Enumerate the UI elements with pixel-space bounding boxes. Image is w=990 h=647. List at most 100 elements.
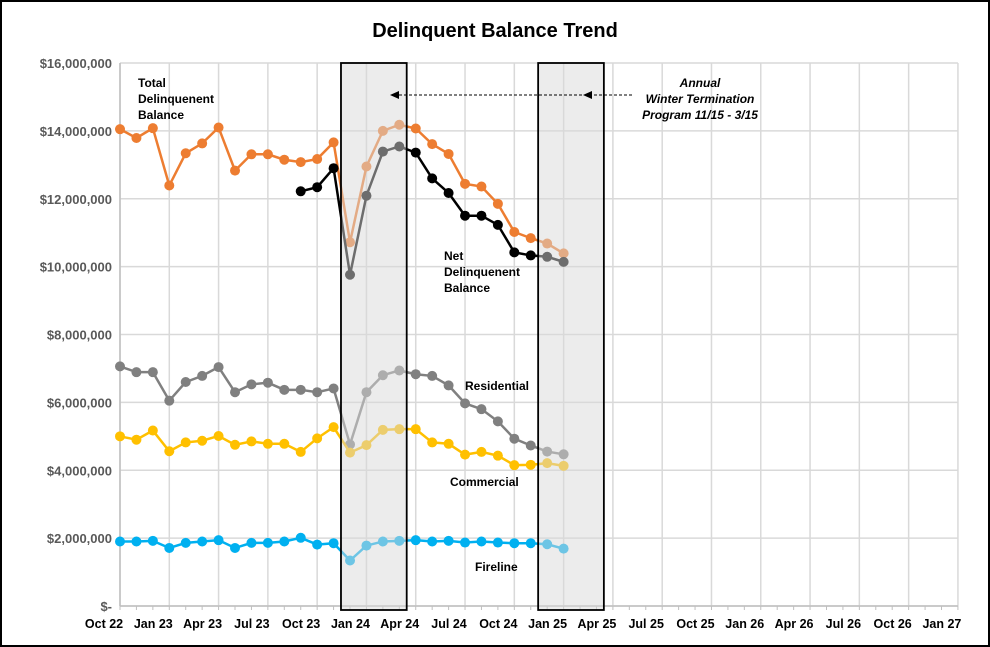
data-point-residential	[164, 395, 175, 406]
x-tick-label: Jan 26	[725, 617, 764, 631]
data-point-residential	[492, 416, 503, 427]
data-point-net-delinquenent-balance	[460, 210, 471, 221]
data-point-residential	[525, 440, 536, 451]
data-point-commercial	[328, 422, 339, 433]
data-point-residential	[197, 370, 208, 381]
net-label-1: Net	[444, 249, 463, 263]
data-point-total-delinquenent-balance	[525, 233, 536, 244]
data-point-commercial	[197, 435, 208, 446]
x-tick-label: Apr 26	[775, 617, 814, 631]
data-point-total-delinquenent-balance	[180, 148, 191, 159]
data-point-total-delinquenent-balance	[295, 157, 306, 168]
data-point-total-delinquenent-balance	[476, 181, 487, 192]
y-tick-label: $8,000,000	[47, 328, 112, 343]
data-point-fireline	[460, 537, 471, 548]
data-point-net-delinquenent-balance	[443, 187, 454, 198]
data-point-fireline	[427, 536, 438, 547]
data-point-residential	[246, 379, 257, 390]
data-point-residential	[262, 377, 273, 388]
data-point-residential	[509, 433, 520, 444]
data-point-residential	[328, 383, 339, 394]
net-label-2: Delinquenent	[444, 265, 520, 279]
data-point-commercial	[476, 446, 487, 457]
data-point-fireline	[492, 537, 503, 548]
x-axis: Oct 22 Jan 23 Apr 23 Jul 23 Oct 23 Jan 24 Apr …	[85, 605, 961, 631]
data-point-total-delinquenent-balance	[164, 180, 175, 191]
arrowhead-icon	[583, 91, 592, 99]
x-tick-label: Jan 23	[134, 617, 173, 631]
data-point-fireline	[295, 532, 306, 543]
data-point-commercial	[279, 438, 290, 449]
data-point-commercial	[427, 437, 438, 448]
data-point-commercial	[262, 438, 273, 449]
total-label-1: Total	[138, 76, 166, 90]
data-point-net-delinquenent-balance	[525, 250, 536, 261]
data-point-total-delinquenent-balance	[147, 123, 158, 134]
data-point-commercial	[295, 446, 306, 457]
data-point-total-delinquenent-balance	[230, 165, 241, 176]
y-tick-label: $-	[100, 599, 112, 614]
data-point-net-delinquenent-balance	[295, 186, 306, 197]
data-point-fireline	[328, 538, 339, 549]
data-point-total-delinquenent-balance	[509, 227, 520, 238]
x-tick-label: Oct 23	[282, 617, 320, 631]
data-point-total-delinquenent-balance	[328, 137, 339, 148]
x-tick-label: Oct 24	[479, 617, 517, 631]
data-point-residential	[410, 369, 421, 380]
data-point-fireline	[509, 538, 520, 549]
data-point-commercial	[312, 433, 323, 444]
data-point-total-delinquenent-balance	[213, 122, 224, 133]
y-tick-label: $14,000,000	[40, 124, 112, 139]
data-point-total-delinquenent-balance	[410, 123, 421, 134]
x-tick-label: Oct 25	[676, 617, 714, 631]
data-point-fireline	[312, 539, 323, 550]
data-point-residential	[295, 384, 306, 395]
data-point-commercial	[131, 434, 142, 445]
y-tick-label: $6,000,000	[47, 395, 112, 410]
data-point-total-delinquenent-balance	[443, 148, 454, 159]
data-point-residential	[131, 367, 142, 378]
data-point-commercial	[443, 438, 454, 449]
x-tick-label: Apr 23	[183, 617, 222, 631]
data-point-commercial	[460, 449, 471, 460]
net-label-3: Balance	[444, 281, 490, 295]
winter-termination-shading	[340, 62, 605, 611]
commercial-label: Commercial	[450, 475, 519, 489]
data-point-net-delinquenent-balance	[410, 147, 421, 158]
x-tick-label: Oct 22	[85, 617, 123, 631]
data-point-net-delinquenent-balance	[427, 173, 438, 184]
total-label-3: Balance	[138, 108, 184, 122]
data-point-residential	[213, 362, 224, 373]
data-point-total-delinquenent-balance	[262, 149, 273, 160]
data-point-fireline	[230, 542, 241, 553]
data-point-commercial	[492, 450, 503, 461]
data-point-fireline	[262, 537, 273, 548]
total-label-2: Delinquenent	[138, 92, 214, 106]
annotation-line-2: Winter Termination	[646, 92, 755, 106]
shaded-period-box	[537, 62, 605, 611]
x-tick-label: Jul 25	[628, 617, 663, 631]
data-point-net-delinquenent-balance	[312, 182, 323, 193]
data-point-fireline	[443, 535, 454, 546]
data-point-commercial	[147, 425, 158, 436]
chart-title: Delinquent Balance Trend	[372, 20, 618, 42]
data-point-net-delinquenent-balance	[476, 210, 487, 221]
data-point-fireline	[164, 542, 175, 553]
data-point-net-delinquenent-balance	[509, 247, 520, 258]
data-point-commercial	[115, 431, 125, 442]
x-tick-label: Jul 23	[234, 617, 269, 631]
x-tick-label: Jan 25	[528, 617, 567, 631]
x-tick-label: Jan 27	[922, 617, 961, 631]
data-point-fireline	[410, 535, 421, 546]
data-point-residential	[147, 367, 158, 378]
shaded-period-box	[340, 62, 408, 611]
residential-label: Residential	[465, 379, 529, 393]
data-point-total-delinquenent-balance	[115, 124, 125, 135]
data-point-commercial	[525, 459, 536, 470]
data-point-fireline	[197, 536, 208, 547]
data-point-residential	[115, 361, 125, 372]
x-tick-label: Apr 25	[577, 617, 616, 631]
data-point-residential	[180, 377, 191, 388]
data-point-commercial	[509, 460, 520, 471]
data-point-fireline	[246, 537, 257, 548]
